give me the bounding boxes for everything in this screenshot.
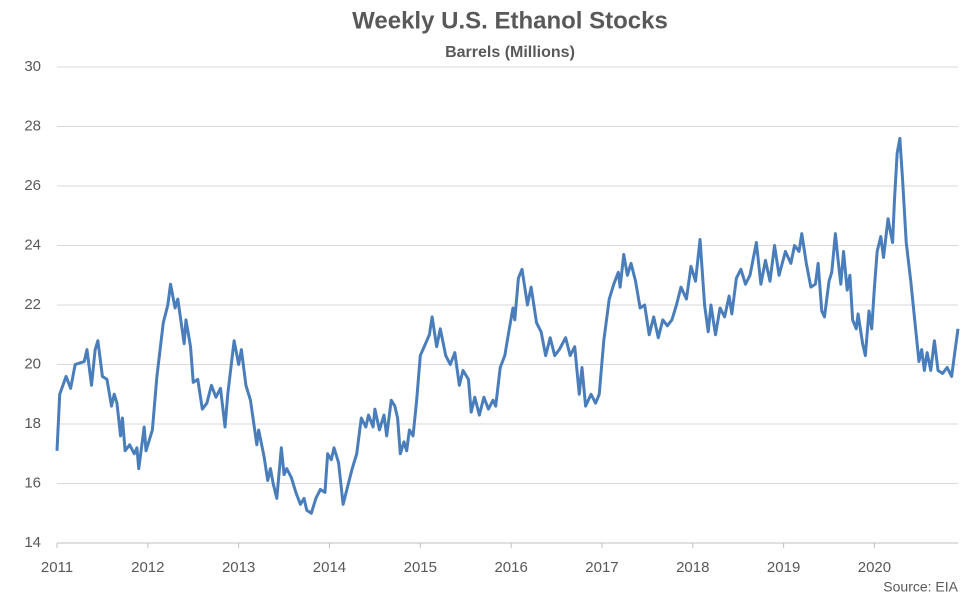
x-tick-label: 2012 — [131, 559, 164, 576]
chart-subtitle: Barrels (Millions) — [445, 44, 575, 61]
y-tick-label: 30 — [24, 58, 41, 75]
x-tick-label: 2017 — [585, 559, 618, 576]
y-tick-label: 14 — [24, 534, 41, 551]
x-tick-label: 2015 — [404, 559, 437, 576]
x-tick-label: 2018 — [676, 559, 709, 576]
y-tick-label: 22 — [24, 296, 41, 313]
x-tick-label: 2019 — [767, 559, 800, 576]
y-tick-label: 26 — [24, 177, 41, 194]
y-tick-label: 16 — [24, 474, 41, 491]
x-tick-label: 2016 — [494, 559, 527, 576]
data-line — [55, 136, 960, 515]
y-tick-label: 24 — [24, 236, 41, 253]
x-tick-label: 2014 — [313, 559, 346, 576]
y-tick-label: 18 — [24, 415, 41, 432]
x-tick-label: 2011 — [41, 559, 73, 576]
chart-title: Weekly U.S. Ethanol Stocks — [352, 7, 668, 34]
y-tick-label: 20 — [24, 355, 41, 372]
x-tick-label: 2013 — [222, 559, 255, 576]
source-note: Source: EIA — [883, 579, 958, 595]
y-tick-label: 28 — [24, 117, 41, 134]
x-tick-label: 2020 — [858, 559, 891, 576]
